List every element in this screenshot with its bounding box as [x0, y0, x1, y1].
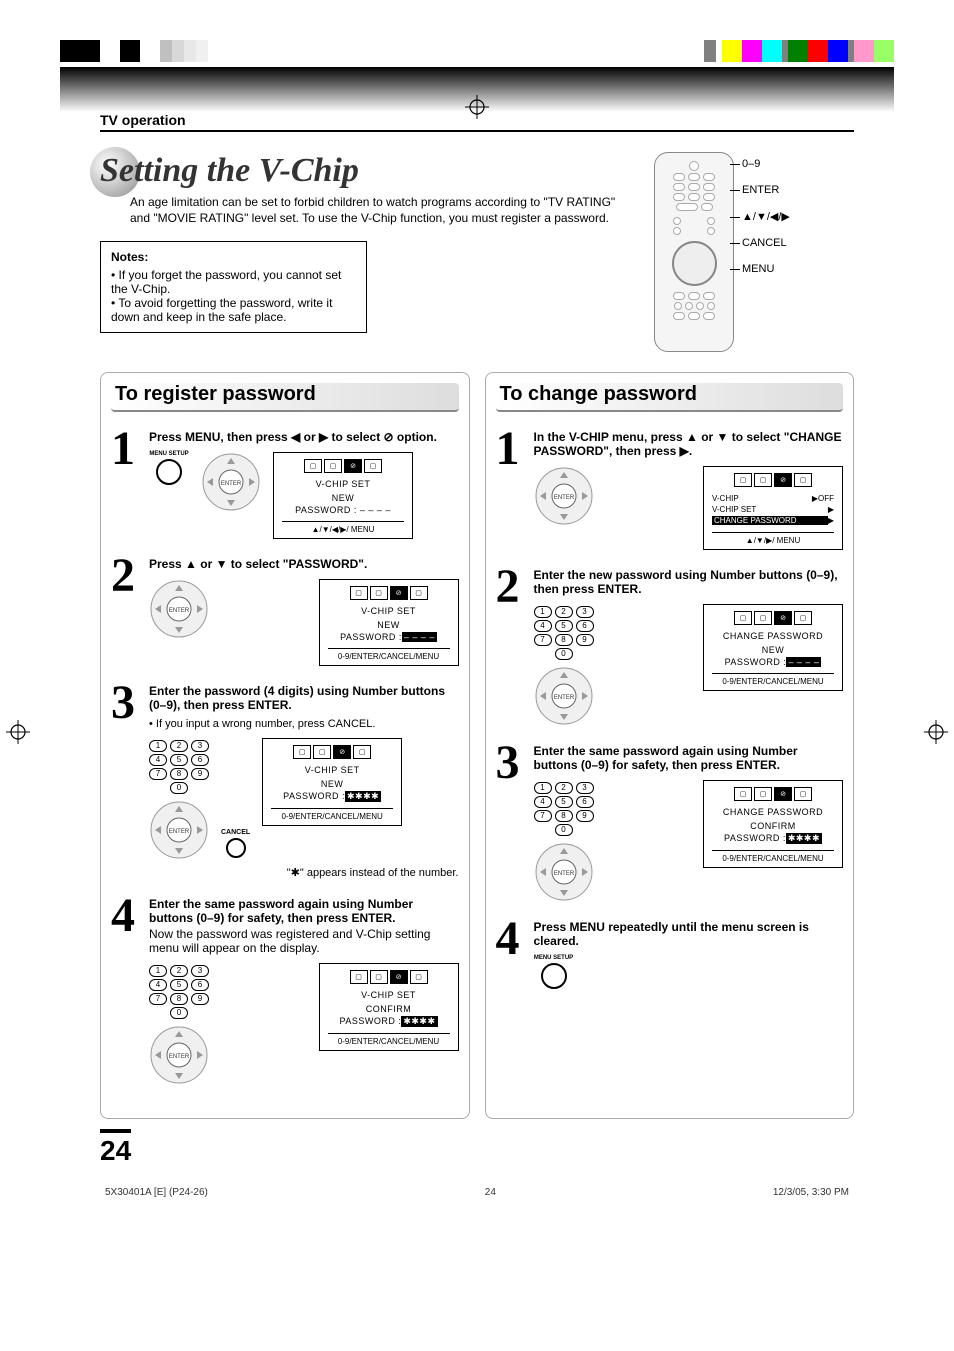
- step: 4 Enter the same password again using Nu…: [111, 897, 459, 1085]
- step: 1 Press MENU, then press ◀ or ▶ to selec…: [111, 430, 459, 539]
- tv-screen: ▢▢⊘▢ V-CHIP SET NEWPASSWORD :✱✱✱✱ 0-9/EN…: [262, 738, 402, 826]
- remote-label: MENU: [742, 263, 790, 275]
- step: 3 Enter the same password again using Nu…: [496, 744, 844, 902]
- dpad-icon: ENTER: [534, 466, 594, 526]
- section-title: To register password: [111, 383, 459, 412]
- dpad-icon: ENTER: [149, 579, 209, 639]
- notes-box: Notes: If you forget the password, you c…: [100, 241, 367, 333]
- section-title: To change password: [496, 383, 844, 412]
- page-subtitle: An age limitation can be set to forbid c…: [130, 195, 634, 226]
- svg-text:ENTER: ENTER: [169, 1054, 190, 1060]
- svg-text:ENTER: ENTER: [553, 495, 574, 501]
- registration-mark-icon: [924, 720, 948, 744]
- tv-screen: ▢▢⊘▢ CHANGE PASSWORD CONFIRMPASSWORD :✱✱…: [703, 780, 843, 868]
- tv-screen: ▢▢⊘▢ V-CHIP SET NEWPASSWORD :– – – – 0-9…: [319, 579, 459, 666]
- tv-screen: ▢▢⊘▢ V-CHIP SET NEWPASSWORD : – – – – ▲/…: [273, 452, 413, 539]
- dpad-icon: ENTER: [149, 800, 209, 860]
- numpad-icon: 123 456 789 0: [149, 740, 209, 794]
- step: 4 Press MENU repeatedly until the menu s…: [496, 920, 844, 991]
- numpad-icon: 123 456 789 0: [534, 606, 594, 660]
- remote-label: ENTER: [742, 184, 790, 196]
- step: 2 Enter the new password using Number bu…: [496, 568, 844, 726]
- remote-diagram: 0–9 ENTER ▲/▼/◀/▶ CANCEL MENU: [654, 152, 854, 352]
- breadcrumb: TV operation: [100, 112, 854, 132]
- remote-label: CANCEL: [742, 237, 790, 249]
- registration-mark-icon: [6, 720, 30, 744]
- svg-text:ENTER: ENTER: [553, 871, 574, 877]
- svg-text:ENTER: ENTER: [169, 829, 190, 835]
- numpad-icon: 123 456 789 0: [149, 965, 209, 1019]
- footer: 5X30401A [E] (P24-26) 24 12/3/05, 3:30 P…: [100, 1187, 854, 1198]
- step: 2 Press ▲ or ▼ to select "PASSWORD". ENT…: [111, 557, 459, 666]
- page-title: Setting the V-Chip: [100, 152, 634, 190]
- dpad-icon: ENTER: [534, 666, 594, 726]
- svg-text:ENTER: ENTER: [553, 695, 574, 701]
- note-item: If you forget the password, you cannot s…: [111, 268, 356, 296]
- remote-label: 0–9: [742, 158, 790, 170]
- svg-text:ENTER: ENTER: [221, 481, 242, 487]
- page-number: 24: [100, 1129, 131, 1167]
- tv-screen: ▢▢⊘▢ CHANGE PASSWORD NEWPASSWORD :– – – …: [703, 604, 843, 691]
- svg-text:ENTER: ENTER: [169, 608, 190, 614]
- dpad-icon: ENTER: [534, 842, 594, 902]
- numpad-icon: 123 456 789 0: [534, 782, 594, 836]
- tv-screen: ▢▢⊘▢ V-CHIP▶OFFV-CHIP SET▶CHANGE PASSWOR…: [703, 466, 843, 550]
- dpad-icon: ENTER: [149, 1025, 209, 1085]
- dpad-icon: ENTER: [201, 452, 261, 512]
- step: 1 In the V-CHIP menu, press ▲ or ▼ to se…: [496, 430, 844, 550]
- step: 3 Enter the password (4 digits) using Nu…: [111, 684, 459, 879]
- remote-label: ▲/▼/◀/▶: [742, 210, 790, 223]
- menu-button-icon: MENU SETUP: [534, 956, 574, 991]
- change-password-section: To change password 1 In the V-CHIP menu,…: [485, 372, 855, 1119]
- register-password-section: To register password 1 Press MENU, then …: [100, 372, 470, 1119]
- note-item: To avoid forgetting the password, write …: [111, 296, 356, 324]
- menu-button-icon: MENU SETUP: [149, 452, 189, 487]
- print-color-bars: [0, 40, 954, 62]
- tv-screen: ▢▢⊘▢ V-CHIP SET CONFIRMPASSWORD :✱✱✱✱ 0-…: [319, 963, 459, 1051]
